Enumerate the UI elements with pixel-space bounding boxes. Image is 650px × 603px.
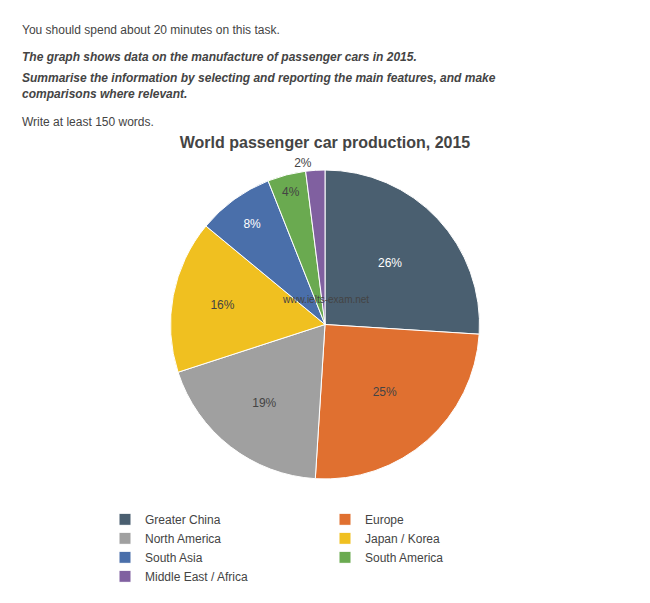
svg-text:4%: 4%	[282, 185, 300, 199]
svg-text:26%: 26%	[378, 256, 402, 270]
svg-text:www.ielts-exam.net: www.ielts-exam.net	[282, 294, 369, 305]
svg-text:Middle East / Africa: Middle East / Africa	[145, 570, 248, 584]
svg-text:Japan / Korea: Japan / Korea	[365, 532, 440, 546]
svg-text:Write at least 150 words.: Write at least 150 words.	[22, 115, 154, 129]
svg-text:19%: 19%	[252, 396, 276, 410]
svg-text:Summarise the information by s: Summarise the information by selecting a…	[22, 71, 496, 101]
svg-text:8%: 8%	[243, 217, 261, 231]
svg-text:World passenger car production: World passenger car production, 2015	[180, 134, 471, 151]
svg-text:Greater China: Greater China	[145, 513, 221, 527]
svg-text:North America: North America	[145, 532, 221, 546]
svg-text:16%: 16%	[210, 298, 234, 312]
svg-text:South Asia: South Asia	[145, 551, 203, 565]
svg-text:The graph shows data on the ma: The graph shows data on the manufacture …	[22, 50, 417, 64]
svg-text:Europe: Europe	[365, 513, 404, 527]
svg-text:You should spend about 20 minu: You should spend about 20 minutes on thi…	[22, 23, 280, 37]
svg-text:25%: 25%	[373, 385, 397, 399]
svg-text:2%: 2%	[294, 156, 312, 170]
svg-text:South America: South America	[365, 551, 443, 565]
